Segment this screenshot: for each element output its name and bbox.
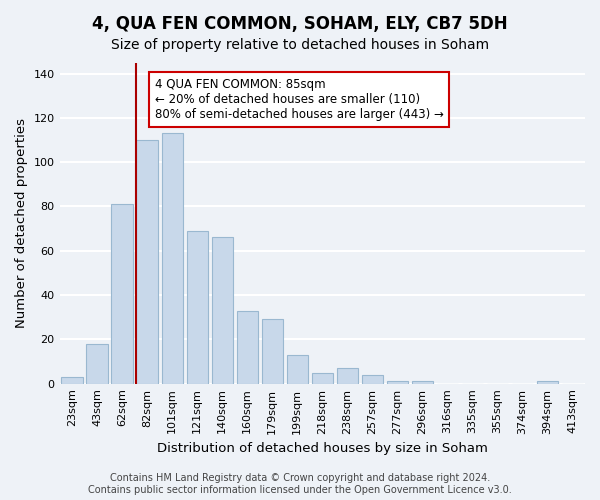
Y-axis label: Number of detached properties: Number of detached properties [15, 118, 28, 328]
Bar [387, 382, 408, 384]
X-axis label: Distribution of detached houses by size in Soham: Distribution of detached houses by size … [157, 442, 488, 455]
Bar [236, 310, 258, 384]
Bar [311, 372, 333, 384]
Bar [136, 140, 158, 384]
Bar [337, 368, 358, 384]
Bar [61, 377, 83, 384]
Bar [362, 375, 383, 384]
Bar [112, 204, 133, 384]
Bar [161, 134, 183, 384]
Bar [86, 344, 108, 384]
Bar [262, 320, 283, 384]
Bar [412, 382, 433, 384]
Bar [287, 355, 308, 384]
Text: 4 QUA FEN COMMON: 85sqm
← 20% of detached houses are smaller (110)
80% of semi-d: 4 QUA FEN COMMON: 85sqm ← 20% of detache… [155, 78, 443, 121]
Text: Size of property relative to detached houses in Soham: Size of property relative to detached ho… [111, 38, 489, 52]
Bar [537, 382, 558, 384]
Bar [212, 238, 233, 384]
Bar [187, 231, 208, 384]
Text: Contains HM Land Registry data © Crown copyright and database right 2024.
Contai: Contains HM Land Registry data © Crown c… [88, 474, 512, 495]
Text: 4, QUA FEN COMMON, SOHAM, ELY, CB7 5DH: 4, QUA FEN COMMON, SOHAM, ELY, CB7 5DH [92, 15, 508, 33]
